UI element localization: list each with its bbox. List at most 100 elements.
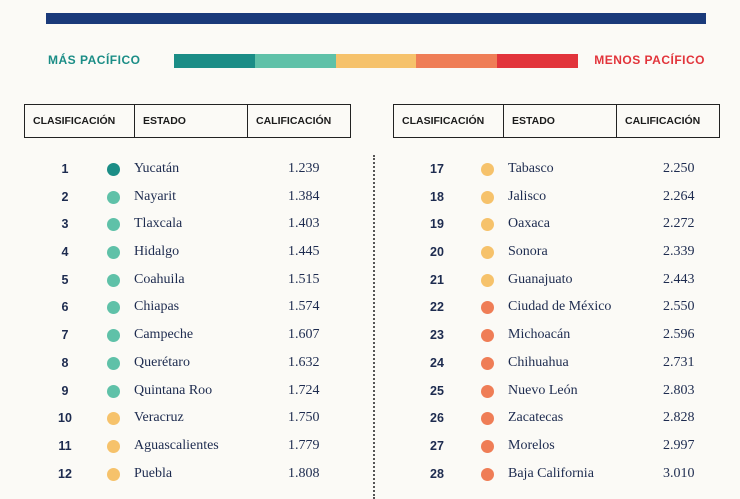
rank-number: 27 xyxy=(430,438,444,453)
state-name: Aguascalientes xyxy=(134,437,219,453)
state-name: Nuevo León xyxy=(508,382,578,398)
category-dot-icon xyxy=(107,412,120,426)
legend-least-peaceful: MENOS PACÍFICO xyxy=(594,53,705,67)
score-value: 1.779 xyxy=(288,437,320,453)
state-name: Tlaxcala xyxy=(134,216,183,232)
category-dot-icon xyxy=(481,218,494,232)
rank-number: 22 xyxy=(430,300,444,315)
rank-number: 3 xyxy=(61,217,69,232)
rank-number: 1 xyxy=(61,162,69,176)
column-divider xyxy=(373,155,375,499)
rank-number: 28 xyxy=(430,466,444,481)
header-state: ESTADO xyxy=(135,105,248,137)
category-dot-icon xyxy=(107,301,120,315)
score-value: 2.803 xyxy=(663,382,695,398)
scale-swatch-5 xyxy=(497,54,578,68)
score-value: 2.443 xyxy=(663,271,695,287)
header-state: ESTADO xyxy=(504,105,617,137)
category-dot-icon xyxy=(481,439,494,453)
state-name: Veracruz xyxy=(134,410,184,426)
rank-number: 19 xyxy=(430,217,444,232)
state-name: Ciudad de México xyxy=(508,299,612,315)
score-value: 2.997 xyxy=(663,437,695,453)
category-dot-icon xyxy=(107,329,120,343)
category-dot-icon xyxy=(107,190,120,204)
category-dot-icon xyxy=(481,384,494,398)
header-rank: CLASIFICACIÓN xyxy=(394,105,504,137)
color-scale xyxy=(174,54,578,68)
category-dot-icon xyxy=(481,467,494,481)
score-value: 1.574 xyxy=(288,299,320,315)
category-dot-icon xyxy=(481,329,494,343)
category-dot-icon xyxy=(107,246,120,260)
state-name: Hidalgo xyxy=(134,244,180,260)
rank-number: 8 xyxy=(61,355,69,370)
state-name: Morelos xyxy=(508,437,555,453)
legend-most-peaceful: MÁS PACÍFICO xyxy=(48,53,141,67)
state-name: Campeche xyxy=(134,327,194,343)
state-name: Tabasco xyxy=(508,161,554,176)
scale-swatch-3 xyxy=(335,54,417,68)
rank-number: 18 xyxy=(430,189,444,204)
header-score: CALIFICACIÓN xyxy=(248,105,351,137)
category-dot-icon xyxy=(107,218,120,232)
score-value: 1.808 xyxy=(288,465,320,481)
rank-number: 26 xyxy=(430,411,444,426)
category-dot-icon xyxy=(107,467,120,481)
score-value: 1.384 xyxy=(288,188,320,204)
score-value: 2.272 xyxy=(663,216,695,232)
table-header-right: CLASIFICACIÓN ESTADO CALIFICACIÓN xyxy=(393,104,720,138)
title-bar xyxy=(46,13,706,24)
scale-swatch-2 xyxy=(254,54,336,68)
rank-number: 7 xyxy=(61,328,69,343)
score-value: 1.239 xyxy=(288,161,320,176)
state-name: Quintana Roo xyxy=(134,382,213,398)
rank-number: 20 xyxy=(430,245,444,260)
table-header-left: CLASIFICACIÓN ESTADO CALIFICACIÓN xyxy=(24,104,351,138)
state-name: Oaxaca xyxy=(508,216,550,232)
score-value: 1.750 xyxy=(288,410,320,426)
rank-number: 12 xyxy=(58,466,72,481)
category-dot-icon xyxy=(481,412,494,426)
rank-number: 6 xyxy=(61,300,69,315)
state-name: Sonora xyxy=(508,244,548,260)
category-dot-icon xyxy=(107,163,120,176)
rank-number: 10 xyxy=(58,411,72,426)
score-value: 2.339 xyxy=(663,244,695,260)
score-value: 3.010 xyxy=(663,465,695,481)
score-value: 2.264 xyxy=(663,188,695,204)
state-name: Coahuila xyxy=(134,271,185,287)
score-value: 1.724 xyxy=(288,382,320,398)
score-value: 2.828 xyxy=(663,410,695,426)
category-dot-icon xyxy=(107,273,120,287)
rank-number: 9 xyxy=(61,383,69,398)
rank-number: 17 xyxy=(430,162,444,176)
score-value: 1.403 xyxy=(288,216,320,232)
state-name: Jalisco xyxy=(508,188,547,204)
state-name: Baja California xyxy=(508,465,594,481)
header-rank: CLASIFICACIÓN xyxy=(25,105,135,137)
score-value: 2.250 xyxy=(663,161,695,176)
score-value: 1.632 xyxy=(288,354,320,370)
score-value: 2.550 xyxy=(663,299,695,315)
category-dot-icon xyxy=(481,246,494,260)
category-dot-icon xyxy=(481,273,494,287)
category-dot-icon xyxy=(107,384,120,398)
category-dot-icon xyxy=(481,163,494,176)
rank-number: 11 xyxy=(58,438,72,453)
score-value: 1.445 xyxy=(288,244,320,260)
rank-number: 25 xyxy=(430,383,444,398)
state-name: Puebla xyxy=(134,465,173,481)
state-name: Zacatecas xyxy=(508,410,564,426)
scale-swatch-4 xyxy=(416,54,498,68)
score-value: 2.596 xyxy=(663,327,695,343)
rank-number: 23 xyxy=(430,328,444,343)
state-name: Chiapas xyxy=(134,299,180,315)
state-name: Querétaro xyxy=(134,354,190,370)
score-value: 1.515 xyxy=(288,271,320,287)
score-value: 2.731 xyxy=(663,354,695,370)
category-dot-icon xyxy=(481,356,494,370)
rank-number: 5 xyxy=(61,272,69,287)
rank-number: 21 xyxy=(430,272,444,287)
category-dot-icon xyxy=(107,356,120,370)
